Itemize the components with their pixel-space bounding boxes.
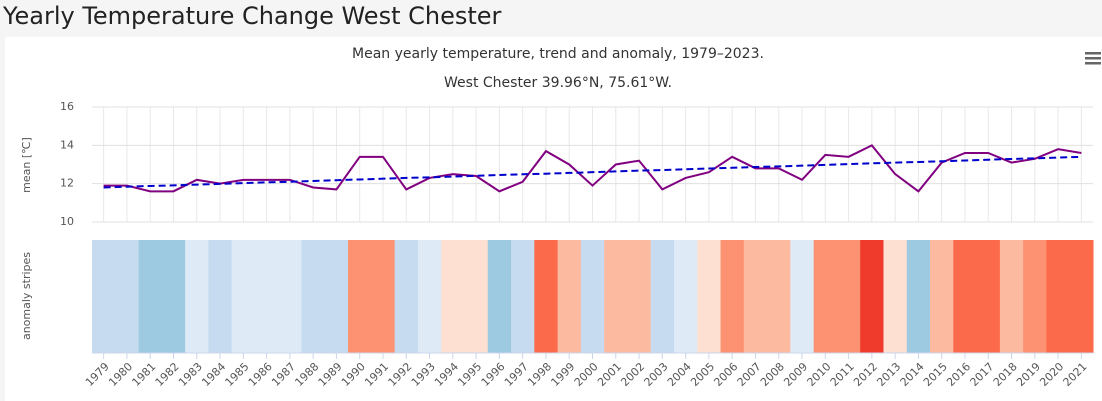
anomaly-stripe <box>1046 240 1071 353</box>
anomaly-stripe <box>1023 240 1047 353</box>
anomaly-stripe <box>557 240 582 353</box>
menu-bar[interactable] <box>1085 52 1101 55</box>
anomaly-stripe <box>930 240 954 353</box>
anomaly-stripe <box>301 240 326 353</box>
anomaly-stripe <box>231 240 256 353</box>
anomaly-stripe <box>743 240 768 353</box>
anomaly-stripe <box>836 240 861 353</box>
y-tick-label: 12 <box>60 177 74 190</box>
trend-line <box>103 155 1082 189</box>
y-tick-label: 14 <box>60 138 74 151</box>
anomaly-stripe <box>534 240 559 353</box>
anomaly-stripe <box>1069 240 1094 353</box>
y-tick-label: 16 <box>60 100 74 113</box>
anomaly-stripe <box>999 240 1024 353</box>
menu-icon[interactable] <box>1085 52 1101 65</box>
data-line <box>103 144 1082 193</box>
anomaly-stripe <box>254 240 279 353</box>
anomaly-stripe <box>720 240 745 353</box>
anomaly-stripe <box>604 240 628 353</box>
anomaly-stripe <box>906 240 931 353</box>
menu-bar[interactable] <box>1085 62 1101 65</box>
anomaly-stripe <box>790 240 815 353</box>
anomaly-stripe <box>627 240 652 353</box>
anomaly-stripe <box>417 240 442 353</box>
chart: Mean yearly temperature, trend and anoma… <box>5 37 1102 401</box>
anomaly-stripe <box>697 240 722 353</box>
anomaly-stripe <box>324 240 349 353</box>
anomaly-stripe <box>464 240 489 353</box>
anomaly-stripe <box>138 240 163 353</box>
anomaly-stripe <box>976 240 1001 353</box>
anomaly-stripe <box>161 240 186 353</box>
anomaly-stripe <box>580 240 605 353</box>
anomaly-stripe <box>115 240 140 353</box>
anomaly-stripe <box>650 240 675 353</box>
page-title: Yearly Temperature Change West Chester <box>3 2 502 30</box>
anomaly-stripe <box>394 240 419 353</box>
y-axis-label: mean [℃] <box>20 137 33 193</box>
chart-subtitle: West Chester 39.96°N, 75.61°W. <box>444 75 672 91</box>
anomaly-stripe <box>813 240 838 353</box>
anomaly-stripe <box>487 240 512 353</box>
menu-bar[interactable] <box>1085 57 1101 60</box>
stripes-axis-label: anomaly stripes <box>20 252 33 340</box>
anomaly-stripe <box>278 240 303 353</box>
chart-title: Mean yearly temperature, trend and anoma… <box>352 46 764 62</box>
anomaly-stripe <box>92 240 116 353</box>
y-tick-label: 10 <box>60 215 74 228</box>
anomaly-stripe <box>185 240 209 353</box>
anomaly-stripe <box>767 240 791 353</box>
anomaly-stripe <box>883 240 908 353</box>
anomaly-stripe <box>208 240 233 353</box>
anomaly-stripe <box>511 240 535 353</box>
anomaly-stripe <box>441 240 465 353</box>
anomaly-stripe <box>953 240 978 353</box>
anomaly-stripe <box>348 240 372 353</box>
anomaly-stripe <box>673 240 698 353</box>
anomaly-stripe <box>371 240 396 353</box>
anomaly-stripe <box>860 240 884 353</box>
